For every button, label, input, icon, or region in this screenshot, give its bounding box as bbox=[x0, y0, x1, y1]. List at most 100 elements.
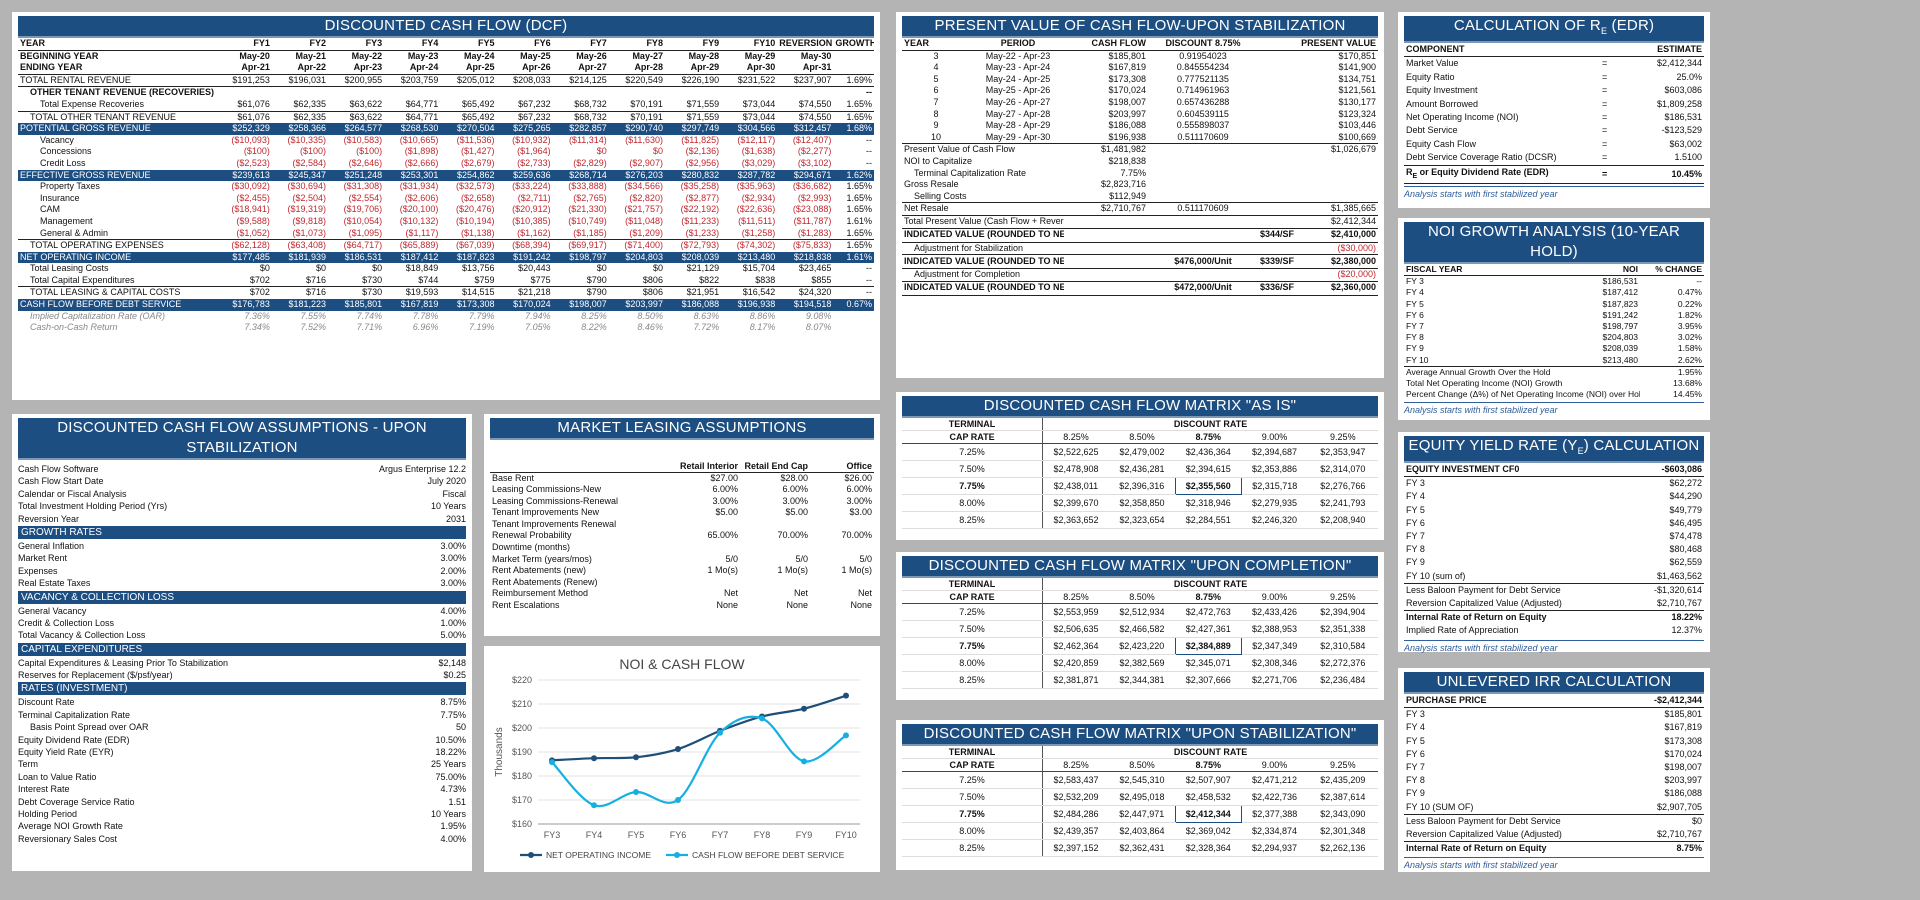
data-point bbox=[801, 705, 807, 712]
pv-cell: May-27 - Apr-28 bbox=[985, 108, 1051, 119]
matrix-value-cell: $2,458,532 bbox=[1175, 788, 1242, 806]
dcf-value-cell: $16,542 bbox=[721, 286, 778, 300]
assumption-row: Reserves for Replacement ($/psf/year) $0.… bbox=[18, 669, 466, 681]
uirr-irr-value: 8.75% bbox=[1624, 841, 1704, 856]
dcf-value-cell: ($1,209) bbox=[629, 227, 663, 238]
matrix-cap-rate-cell: 7.75% bbox=[902, 477, 1044, 495]
noi-summary-row: Total Net Operating Income (NOI) Growth 1… bbox=[1404, 378, 1704, 389]
assumption-label: Basis Point Spread over OAR bbox=[30, 722, 149, 733]
dcf-value-cell: $21,218 bbox=[496, 286, 553, 300]
pv-summary-cell bbox=[1148, 268, 1258, 282]
matrix-completion-title: DISCOUNTED CASH FLOW MATRIX "UPON COMPLE… bbox=[902, 556, 1378, 578]
pv-cell: 0.714961963 bbox=[1176, 85, 1230, 96]
dcf-row-label: CASH FLOW BEFORE DEBT SERVICE bbox=[18, 299, 216, 311]
matrix-discount-col: 8.25% bbox=[1042, 430, 1109, 444]
dcf-value-cell: ($10,385) bbox=[512, 215, 551, 226]
pv-summary-cell bbox=[1148, 214, 1258, 228]
matrix-value-cell: $2,343,090 bbox=[1307, 805, 1378, 823]
assumption-value: 3.00% bbox=[440, 553, 466, 564]
market-cell: Net bbox=[857, 588, 872, 599]
pv-summary-value bbox=[1258, 168, 1378, 180]
dcf-value-cell: $23,465 bbox=[798, 263, 832, 274]
edr-header-row: COMPONENT ESTIMATE bbox=[1404, 43, 1704, 58]
eyr-panel: EQUITY YIELD RATE (YE) CALCULATION EQUIT… bbox=[1398, 432, 1710, 653]
data-point bbox=[717, 729, 723, 736]
pv-summary-value: $344/SF $2,410,000 bbox=[1258, 227, 1378, 242]
dcf-value-cell bbox=[609, 87, 665, 99]
market-row: Leasing Commissions-Renewal 3.00% 3.00% 3.0… bbox=[490, 496, 874, 508]
matrix-header-row: TERMINAL DISCOUNT RATE bbox=[902, 418, 1378, 431]
pv-cell: 8 bbox=[933, 108, 939, 119]
eyr-value: $49,779 bbox=[1669, 504, 1702, 515]
market-cell: 6.00% bbox=[782, 484, 808, 495]
assumption-value: Argus Enterprise 12.2 bbox=[378, 464, 466, 474]
pv-cell: 0.777521135 bbox=[1177, 73, 1229, 84]
matrix-row: 7.25% $2,522,625 $2,479,002 $2,436,364 $2,39… bbox=[902, 443, 1378, 461]
assumption-value: 18.22% bbox=[435, 747, 466, 758]
noi-header-cell: FISCAL YEAR bbox=[1404, 264, 1580, 277]
pv-per-sf: $339/SF bbox=[1260, 255, 1295, 266]
market-header-cell bbox=[490, 444, 670, 473]
dcf-value-cell: ($1,898) bbox=[404, 146, 439, 157]
assumption-row: Total Investment Holding Period (Yrs) 10 … bbox=[18, 500, 466, 512]
pv-summary-value bbox=[1258, 191, 1378, 203]
edr-equals: = bbox=[1602, 112, 1608, 123]
noi-cell: 1.82% bbox=[1677, 309, 1702, 320]
pv-indicated-value: $2,410,000 bbox=[1330, 229, 1376, 240]
assumption-row: Equity Yield Rate (EYR) 18.22% bbox=[18, 746, 466, 758]
assumption-row: Total Vacancy & Collection Loss 5.00% bbox=[18, 629, 466, 641]
dcf-value-cell: ($23,088) bbox=[792, 204, 832, 215]
pv-cell: May-26 - Apr-27 bbox=[985, 96, 1051, 107]
pv-summary-cell bbox=[1148, 227, 1258, 242]
legend-label: CASH FLOW BEFORE DEBT SERVICE bbox=[692, 850, 845, 860]
dcf-value-cell: ($2,877) bbox=[685, 192, 720, 203]
market-row: Rent Abatements (Renew) bbox=[490, 577, 874, 589]
unlevered-irr-title: UNLEVERED IRR CALCULATION bbox=[1404, 672, 1704, 694]
dcf-value-cell: ($12,407) bbox=[792, 134, 832, 145]
dcf-value-cell: $67,232 bbox=[518, 98, 551, 109]
matrix-value-cell: $2,344,381 bbox=[1108, 671, 1176, 689]
assumption-row: Average NOI Growth Rate 1.95% bbox=[18, 820, 466, 832]
dcf-value-cell: $838 bbox=[755, 274, 776, 285]
dcf-value-cell: $181,939 bbox=[271, 251, 329, 264]
matrix-value-cell: $2,479,002 bbox=[1108, 443, 1176, 461]
edr-label: Amount Borrowed bbox=[1406, 98, 1479, 109]
market-cell: Leasing Commissions-New bbox=[492, 484, 602, 495]
market-cell bbox=[740, 542, 810, 554]
matrix-value-cell: $2,262,136 bbox=[1307, 839, 1378, 857]
dcf-value-cell: 7.79% bbox=[468, 310, 495, 321]
pv-indicated-value: $1,385,665 bbox=[1330, 203, 1376, 214]
pv-cell: $100,669 bbox=[1338, 131, 1376, 142]
pv-summary-cell: 0.511170609 bbox=[1148, 202, 1258, 216]
market-cell: Tenant Improvements New bbox=[492, 507, 600, 518]
dcf-value-cell: ($11,511) bbox=[738, 215, 776, 226]
dcf-value-cell: $280,832 bbox=[664, 169, 722, 182]
dcf-value-cell: $21,129 bbox=[686, 263, 720, 274]
assumption-value: 75.00% bbox=[435, 771, 466, 782]
pv-cell: 0.657436288 bbox=[1176, 96, 1230, 107]
dcf-value-cell: $74,550 bbox=[798, 98, 832, 109]
assumption-label: Term bbox=[18, 759, 38, 770]
dcf-value-cell: ($10,749) bbox=[568, 215, 607, 226]
matrix-cap-rate-cell: 8.00% bbox=[902, 822, 1044, 840]
market-row: Market Term (years/mos) 5/0 5/0 5/0 bbox=[490, 554, 874, 566]
dcf-row: Concessions ($100) ($100) ($100) ($1,898) ($1… bbox=[18, 146, 874, 158]
edr-value: $186,531 bbox=[1664, 112, 1702, 123]
assumption-row: Reversionary Sales Cost 4.00% bbox=[18, 833, 466, 845]
dcf-value-cell: $258,366 bbox=[271, 123, 329, 135]
unlevered-irr-panel: UNLEVERED IRR CALCULATION PURCHASE PRICE… bbox=[1398, 668, 1710, 872]
edr-label: Net Operating Income (NOI) bbox=[1406, 112, 1519, 123]
assumption-label: Average NOI Growth Rate bbox=[18, 821, 123, 832]
eyr-label: FY 7 bbox=[1406, 531, 1425, 542]
dcf-value-cell: -- bbox=[866, 157, 872, 168]
pv-indicated-value: ($20,000) bbox=[1337, 269, 1376, 280]
assumption-row: Reversion Year 2031 bbox=[18, 513, 466, 525]
dcf-value-cell: Apr-22 bbox=[271, 62, 329, 75]
dcf-value-cell: ($35,963) bbox=[736, 181, 776, 192]
matrix-cap-rate-cell: 7.50% bbox=[902, 460, 1044, 478]
pv-header-cell: YEAR bbox=[902, 38, 972, 51]
dcf-value-cell: $170,024 bbox=[496, 299, 553, 311]
pv-header-row: YEAR PERIOD CASH FLOW DISCOUNT 8.75% PRESENT… bbox=[902, 38, 1378, 51]
dcf-value-cell: ($2,455) bbox=[236, 192, 270, 203]
market-leasing-panel: MARKET LEASING ASSUMPTIONS Retail Interi… bbox=[484, 414, 880, 636]
